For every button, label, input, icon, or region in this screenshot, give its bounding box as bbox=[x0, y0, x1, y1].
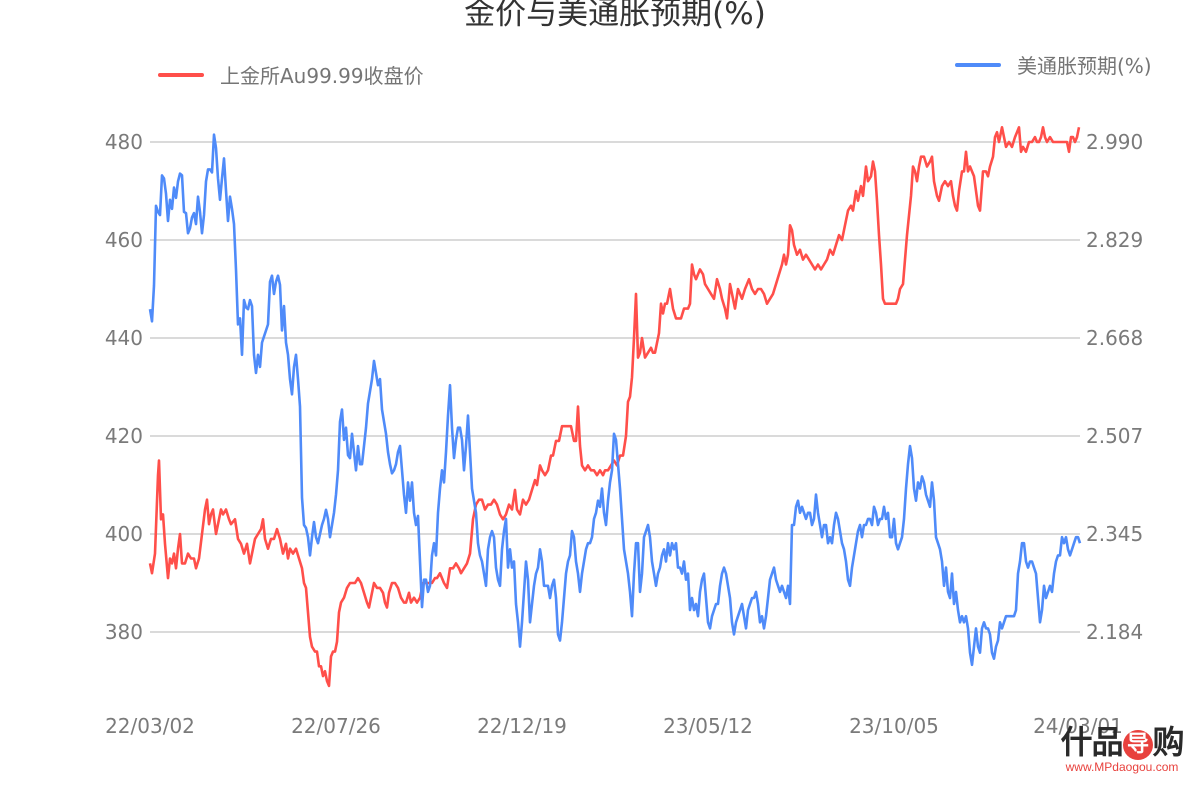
legend-label-gold: 上金所Au99.99收盘价 bbox=[220, 64, 424, 88]
y-left-tick-label: 400 bbox=[105, 522, 143, 546]
y-left-tick-label: 440 bbox=[105, 326, 143, 350]
x-tick-label: 24/03/01 bbox=[1033, 714, 1123, 738]
series-line-gold bbox=[148, 126, 1081, 688]
watermark-url: www.MPdaogou.com bbox=[1065, 760, 1179, 774]
y-left-tick-label: 460 bbox=[105, 228, 143, 252]
y-left-tick-label: 380 bbox=[105, 620, 143, 644]
y-left-tick-label: 420 bbox=[105, 424, 143, 448]
y-left-tick-label: 480 bbox=[105, 130, 143, 154]
legend-swatch-inflation-icon bbox=[955, 62, 1001, 67]
gridlines bbox=[150, 141, 1080, 633]
legend-label-inflation: 美通胀预期(%) bbox=[1017, 54, 1152, 78]
x-axis: 22/03/02 22/07/26 22/12/19 23/05/12 23/10/05… bbox=[105, 714, 1123, 738]
watermark-logo: 什品导购 bbox=[1060, 723, 1185, 761]
y-right-tick-label: 2.184 bbox=[1086, 620, 1143, 644]
x-tick-label: 22/07/26 bbox=[291, 714, 381, 738]
x-tick-label: 23/10/05 bbox=[849, 714, 939, 738]
right-y-axis: 2.184 2.345 2.507 2.668 2.829 2.990 bbox=[1086, 130, 1143, 644]
left-y-axis: 380 400 420 440 460 480 bbox=[105, 130, 143, 644]
y-right-tick-label: 2.990 bbox=[1086, 130, 1143, 154]
series-line-inflation bbox=[148, 133, 1082, 667]
x-tick-label: 22/03/02 bbox=[105, 714, 195, 738]
y-right-tick-label: 2.668 bbox=[1086, 326, 1143, 350]
watermark-logo-circle-icon: 导 bbox=[1122, 730, 1153, 760]
legend-item-gold[interactable]: 上金所Au99.99收盘价 bbox=[158, 60, 424, 89]
x-tick-label: 22/12/19 bbox=[477, 714, 567, 738]
legend-swatch-gold-icon bbox=[158, 72, 204, 77]
y-right-tick-label: 2.345 bbox=[1086, 522, 1143, 546]
watermark: 什品导购 www.MPdaogou.com bbox=[1052, 724, 1192, 774]
x-tick-label: 23/05/12 bbox=[663, 714, 753, 738]
chart-title: 金价与美通胀预期(%) bbox=[464, 0, 766, 32]
y-right-tick-label: 2.507 bbox=[1086, 424, 1143, 448]
legend-item-inflation[interactable]: 美通胀预期(%) bbox=[955, 50, 1152, 79]
y-right-tick-label: 2.829 bbox=[1086, 228, 1143, 252]
